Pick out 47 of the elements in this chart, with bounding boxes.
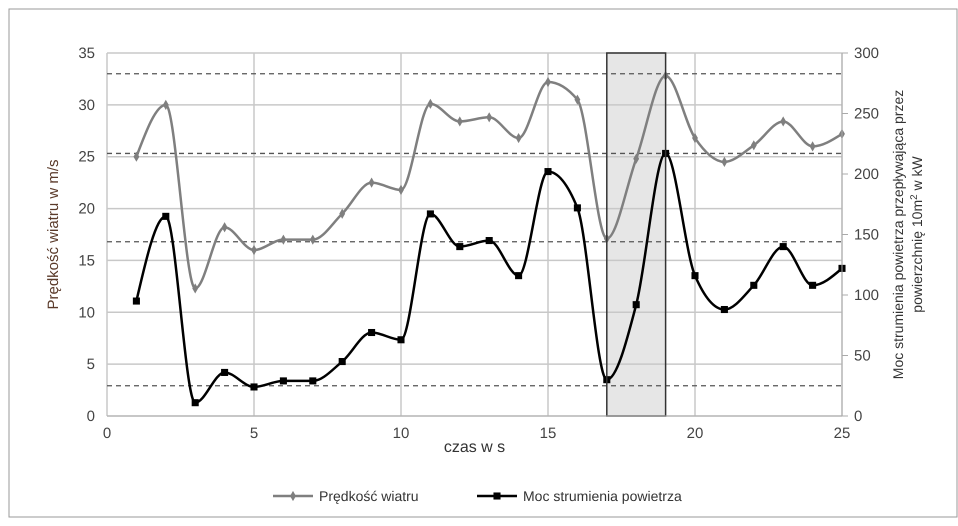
point	[426, 210, 434, 218]
point	[544, 168, 552, 176]
y-tick-label: 35	[78, 45, 95, 62]
y-tick-label: 15	[78, 252, 95, 270]
point	[632, 301, 640, 308]
point	[280, 377, 287, 384]
point	[780, 243, 787, 250]
legend-label: Moc strumienia powietrza	[523, 488, 682, 504]
point	[691, 272, 699, 280]
y2-tick-label: 300	[854, 45, 880, 62]
x-tick-label: 5	[250, 425, 258, 442]
point	[368, 328, 376, 336]
point	[809, 282, 816, 289]
y-tick-label: 0	[86, 408, 95, 425]
y-tick-label: 20	[78, 200, 95, 218]
point	[132, 298, 140, 305]
y-tick-label: 10	[78, 304, 95, 322]
legend-label: Prędkość wiatru	[319, 488, 419, 504]
point	[720, 306, 728, 314]
point	[515, 272, 522, 280]
point	[456, 243, 464, 250]
point	[574, 204, 581, 212]
y2-tick-label: 150	[854, 226, 880, 244]
x-tick-label: 0	[102, 425, 112, 442]
point	[397, 336, 405, 344]
y-tick-label: 30	[78, 96, 95, 114]
y2-tick-label: 200	[854, 166, 880, 183]
y2-tick-label: 250	[854, 106, 880, 122]
point	[338, 358, 346, 366]
point	[486, 237, 493, 244]
y-tick-label: 5	[86, 356, 95, 374]
x-tick-label: 25	[834, 425, 850, 442]
point	[250, 383, 258, 390]
x-axis-title: czas w s	[444, 439, 506, 456]
point	[162, 212, 170, 220]
y2-tick-label: 100	[854, 287, 880, 304]
y2-tick-label: 50	[854, 348, 871, 364]
x-tick-label: 15	[540, 425, 556, 442]
x-tick-label: 20	[686, 425, 704, 442]
point	[309, 377, 316, 384]
y-tick-label: 25	[78, 148, 95, 166]
x-tick-label: 10	[392, 425, 410, 442]
point	[750, 282, 758, 289]
point	[221, 368, 228, 376]
y-axis-title: Prędkość wiatru w m/s	[45, 159, 62, 310]
point	[192, 399, 199, 406]
y2-tick-label: 0	[854, 408, 862, 425]
